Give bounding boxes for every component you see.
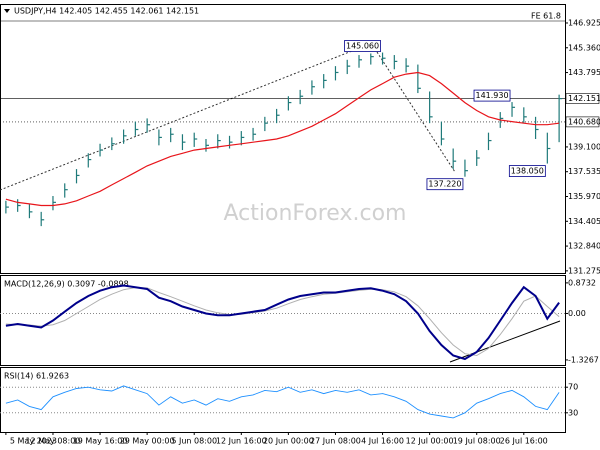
y-tick-label: 146.925	[568, 18, 600, 27]
y-tick-label: 0.00	[568, 309, 586, 318]
price-annotation: 138.050	[511, 167, 544, 176]
x-tick-label: 26 Jul 16:00	[500, 437, 548, 446]
x-tick-label: 19 May 16:00	[73, 437, 128, 446]
macd-trend-line	[449, 320, 561, 363]
x-tick-label: 20 Jun 00:00	[263, 437, 314, 446]
y-tick-label: 30	[568, 408, 578, 417]
price-annotation: 137.220	[428, 180, 461, 189]
y-tick-label: 132.840	[568, 242, 600, 251]
x-tick-label: 12 Jul 00:00	[406, 437, 454, 446]
fe-label: FE 61.8	[531, 11, 561, 20]
rsi-pane	[0, 367, 566, 433]
price-annotation: 141.930	[475, 91, 508, 100]
rsi-line	[5, 385, 560, 419]
x-tick-label: 12 Jun 16:00	[216, 437, 267, 446]
y-tick-label: 131.275	[568, 266, 600, 275]
signal-line	[5, 287, 560, 357]
y-tick-label: 145.360	[568, 43, 600, 52]
title-arrow	[4, 9, 10, 13]
price-annotation-box	[508, 165, 546, 177]
macd-title: MACD(12,26,9) 0.3097 -0.0898	[4, 280, 129, 289]
x-tick-label: 5 Jun 08:00	[171, 437, 217, 446]
x-tick-label: 5 May 2023	[10, 437, 57, 446]
moving-average	[5, 71, 560, 207]
y-tick-label: 137.535	[568, 167, 600, 176]
chart-title: USDJPY,H4 142.405 142.455 142.061 142.15…	[14, 7, 199, 16]
price-annotation-box	[344, 40, 381, 52]
x-tick-label: 19 Jul 08:00	[453, 437, 501, 446]
y-tick-label: 135.970	[568, 192, 600, 201]
price-annotation-box	[473, 89, 511, 102]
x-tick-label: 12 May 08:00	[26, 437, 81, 446]
level-label: 142.151	[568, 94, 600, 103]
x-tick-label: 27 Jun 08:00	[310, 437, 361, 446]
y-tick-label: -1.3267	[568, 355, 599, 364]
y-tick-label: 134.405	[568, 217, 600, 226]
y-tick-label: 70	[568, 383, 578, 392]
level-box	[565, 93, 600, 104]
watermark: ActionForex.com	[224, 201, 407, 226]
y-tick-label: 0.8732	[568, 278, 596, 287]
price-annotation: 145.060	[346, 42, 379, 51]
level-box	[565, 116, 600, 128]
y-tick-label: 143.795	[568, 68, 600, 77]
rsi-title: RSI(14) 61.9263	[4, 372, 69, 381]
y-tick-label: 139.100	[568, 142, 600, 151]
level-label: 140.680	[568, 117, 600, 126]
price-annotation-box	[426, 178, 464, 191]
macd-line	[5, 284, 560, 361]
price-pane	[0, 4, 566, 274]
macd-pane	[0, 275, 566, 366]
trend-line	[0, 46, 363, 191]
x-tick-label: 29 May 00:00	[120, 437, 175, 446]
x-tick-label: 4 Jul 16:00	[361, 437, 404, 446]
